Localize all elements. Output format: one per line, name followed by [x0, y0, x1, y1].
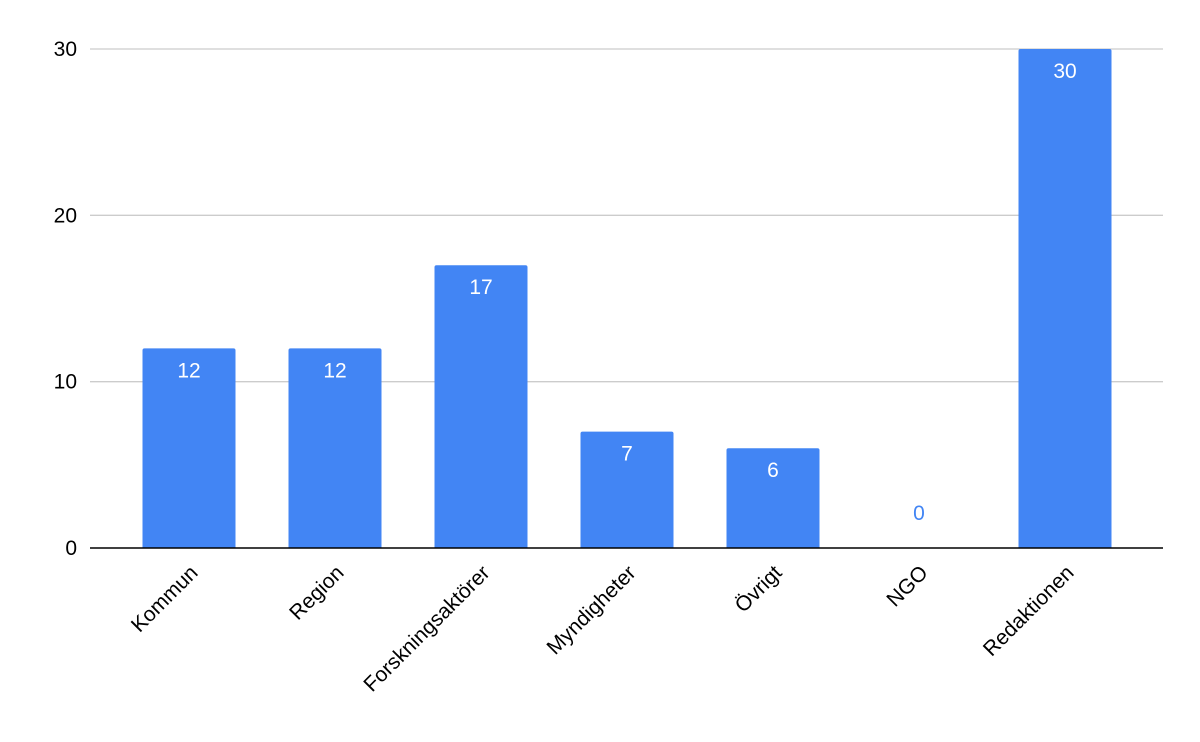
data-label-5: 0 [913, 502, 925, 525]
x-tick-label-3: Myndigheter [543, 561, 641, 659]
x-tick-label-4: Övrigt [731, 561, 787, 617]
data-label-6: 30 [1053, 60, 1076, 83]
y-tick-label-30: 30 [54, 38, 77, 61]
gridlines [90, 48, 1163, 383]
data-label-2: 17 [469, 276, 492, 299]
bar-2 [434, 265, 528, 548]
y-tick-label-0: 0 [65, 537, 77, 560]
y-tick-label-10: 10 [54, 371, 77, 394]
bar-4 [726, 448, 820, 548]
x-tick-label-2: Forskningsaktörer [359, 561, 494, 696]
x-tick-label-0: Kommun [127, 561, 203, 637]
data-label-1: 12 [323, 359, 346, 382]
y-axis-tick-labels: 0 10 20 30 [54, 38, 77, 560]
x-tick-label-6: Redaktionen [979, 561, 1079, 661]
data-labels: 12 12 17 7 6 0 30 [177, 60, 1076, 525]
data-label-4: 6 [767, 459, 779, 482]
x-tick-label-5: NGO [882, 561, 932, 611]
bar-3 [580, 431, 674, 548]
bar-0 [142, 348, 236, 548]
data-label-0: 12 [177, 359, 200, 382]
bars [142, 49, 1112, 548]
data-label-3: 7 [621, 443, 633, 466]
x-tick-label-1: Region [285, 561, 348, 624]
bar-1 [288, 348, 382, 548]
bar-6 [1018, 49, 1112, 548]
y-tick-label-20: 20 [54, 204, 77, 227]
x-axis-tick-labels: Kommun Region Forskningsaktörer Myndigheter… [127, 561, 1079, 696]
